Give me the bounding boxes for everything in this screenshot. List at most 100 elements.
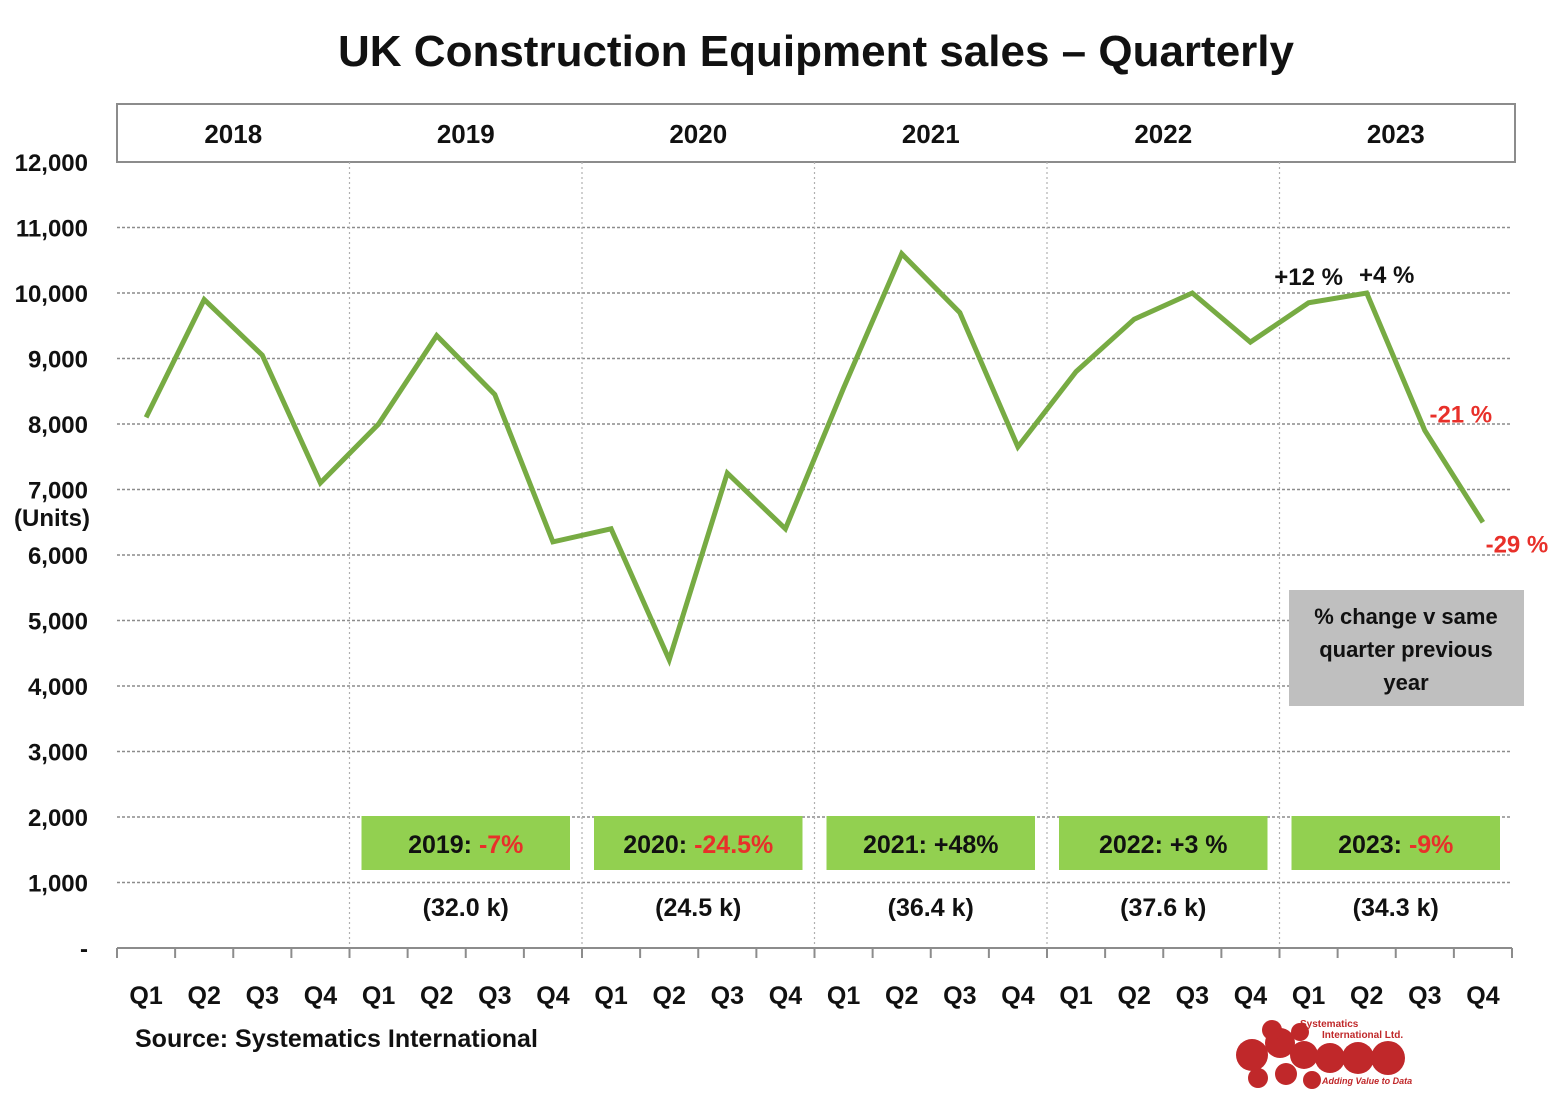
summary-year-label: 2019: <box>408 831 479 859</box>
x-tick-label: Q3 <box>246 982 279 1010</box>
annual-summaries: 2019: -7% (32.0 k) 2020: -24.5% (24.5 k) 202… <box>361 816 1500 922</box>
y-tick-label: 11,000 <box>16 216 88 243</box>
summary-change: -9% <box>1409 831 1453 859</box>
x-tick-label: Q2 <box>885 982 918 1010</box>
x-tick-label: Q2 <box>653 982 686 1010</box>
y-tick-label: 12,000 <box>15 150 88 177</box>
note-box-background <box>1289 590 1524 706</box>
note-box: % change v same quarter previous year <box>1289 590 1524 706</box>
y-tick-label: 5,000 <box>28 609 88 636</box>
summary-box <box>826 816 1035 870</box>
summary-total: (24.5 k) <box>655 894 741 922</box>
summary-year-label: 2022: <box>1099 831 1170 859</box>
y-axis-tick-labels: - 1,000 2,000 3,000 4,000 5,000 6,000 7,000 8,00… <box>15 150 88 963</box>
x-tick-label: Q4 <box>304 982 337 1010</box>
summary-year-label: 2023: <box>1338 831 1409 859</box>
y-tick-label: 6,000 <box>28 543 88 570</box>
summary-text: 2021: +48% <box>863 831 999 859</box>
logo-dot <box>1315 1043 1345 1073</box>
logo-dot <box>1291 1023 1309 1041</box>
x-tick-label: Q2 <box>1350 982 1383 1010</box>
x-tick-label: Q1 <box>1059 982 1092 1010</box>
plot-border <box>116 103 1516 163</box>
point-annotation: -21 % <box>1429 402 1492 429</box>
summary-change: -24.5% <box>694 831 773 859</box>
x-tick-label: Q2 <box>1118 982 1151 1010</box>
y-tick-label: 10,000 <box>15 281 88 308</box>
logo-dot <box>1236 1039 1268 1071</box>
logo-dot <box>1262 1020 1282 1040</box>
year-label: 2019 <box>437 119 495 149</box>
summary-text: 2019: -7% <box>408 831 523 859</box>
note-line: quarter previous <box>1319 637 1493 662</box>
logo-tagline: Adding Value to Data <box>1321 1076 1412 1086</box>
x-tick-label: Q1 <box>1292 982 1325 1010</box>
summary-box <box>361 816 570 870</box>
summary-text: 2023: -9% <box>1338 831 1453 859</box>
x-tick-label: Q4 <box>536 982 569 1010</box>
x-tick-label: Q3 <box>1408 982 1441 1010</box>
year-labels: 2018 2019 2020 2021 2022 2023 <box>204 119 1424 149</box>
logo-name-line1: Systematics <box>1300 1019 1359 1030</box>
y-tick-label: 3,000 <box>28 740 88 767</box>
x-tick-label: Q4 <box>1466 982 1499 1010</box>
summary-total: (37.6 k) <box>1120 894 1206 922</box>
logo-dot <box>1371 1041 1405 1075</box>
y-tick-label: 7,000 <box>28 478 88 505</box>
x-tick-label: Q4 <box>1234 982 1267 1010</box>
x-tick-label: Q2 <box>188 982 221 1010</box>
x-tick-label: Q3 <box>1176 982 1209 1010</box>
year-label: 2023 <box>1367 119 1425 149</box>
logo-name-line2: International Ltd. <box>1322 1030 1403 1041</box>
summary-year-label: 2021: <box>863 831 934 859</box>
logo-dot <box>1248 1068 1268 1088</box>
chart-title: UK Construction Equipment sales – Quarte… <box>338 27 1294 76</box>
x-tick-label: Q3 <box>478 982 511 1010</box>
year-dividers <box>348 162 1281 948</box>
series-line <box>143 249 1486 667</box>
x-tick-label: Q3 <box>711 982 744 1010</box>
summary-box <box>1291 816 1500 870</box>
year-label: 2022 <box>1134 119 1192 149</box>
x-tick-label: Q1 <box>594 982 627 1010</box>
x-axis: Q1 Q2 Q3 Q4 Q1 Q2 Q3 Q4 Q1 Q2 Q3 Q4 Q1 Q2 Q3 Q4 Q1 Q2 Q3 Q4… <box>116 947 1513 1010</box>
y-tick-label: 1,000 <box>28 871 88 898</box>
year-label: 2018 <box>204 119 262 149</box>
summary-box <box>1059 816 1268 870</box>
year-label: 2021 <box>902 119 960 149</box>
summary-total: (34.3 k) <box>1353 894 1439 922</box>
summary-total: (32.0 k) <box>423 894 509 922</box>
x-tick-label: Q4 <box>1001 982 1034 1010</box>
point-annotations: +12 % +4 % -21 % -29 % <box>1274 262 1548 558</box>
summary-text: 2020: -24.5% <box>623 831 773 859</box>
series-polyline <box>143 249 1486 667</box>
logo-dot <box>1342 1042 1374 1074</box>
y-tick-label: - <box>80 936 88 963</box>
summary-total: (36.4 k) <box>888 894 974 922</box>
note-line: year <box>1383 670 1429 695</box>
y-axis-label: (Units) <box>14 505 90 532</box>
summary-box <box>594 816 803 870</box>
summary-change: +3 % <box>1170 831 1228 859</box>
summary-change: +48% <box>934 831 999 859</box>
y-tick-label: 2,000 <box>28 805 88 832</box>
x-tick-label: Q1 <box>827 982 860 1010</box>
x-tick-label: Q1 <box>129 982 162 1010</box>
summary-year-label: 2020: <box>623 831 694 859</box>
year-label: 2020 <box>669 119 727 149</box>
y-tick-label: 4,000 <box>28 674 88 701</box>
x-tick-label: Q1 <box>362 982 395 1010</box>
logo-dot <box>1275 1063 1297 1085</box>
x-tick-label: Q4 <box>769 982 802 1010</box>
summary-change: -7% <box>479 831 523 859</box>
y-tick-label: 9,000 <box>28 347 88 374</box>
point-annotation: +4 % <box>1359 262 1414 289</box>
x-tick-label: Q2 <box>420 982 453 1010</box>
logo-dot <box>1290 1041 1318 1069</box>
point-annotation: -29 % <box>1486 531 1549 558</box>
note-line: % change v same <box>1314 604 1497 629</box>
summary-text: 2022: +3 % <box>1099 831 1228 859</box>
point-annotation: +12 % <box>1274 264 1343 291</box>
